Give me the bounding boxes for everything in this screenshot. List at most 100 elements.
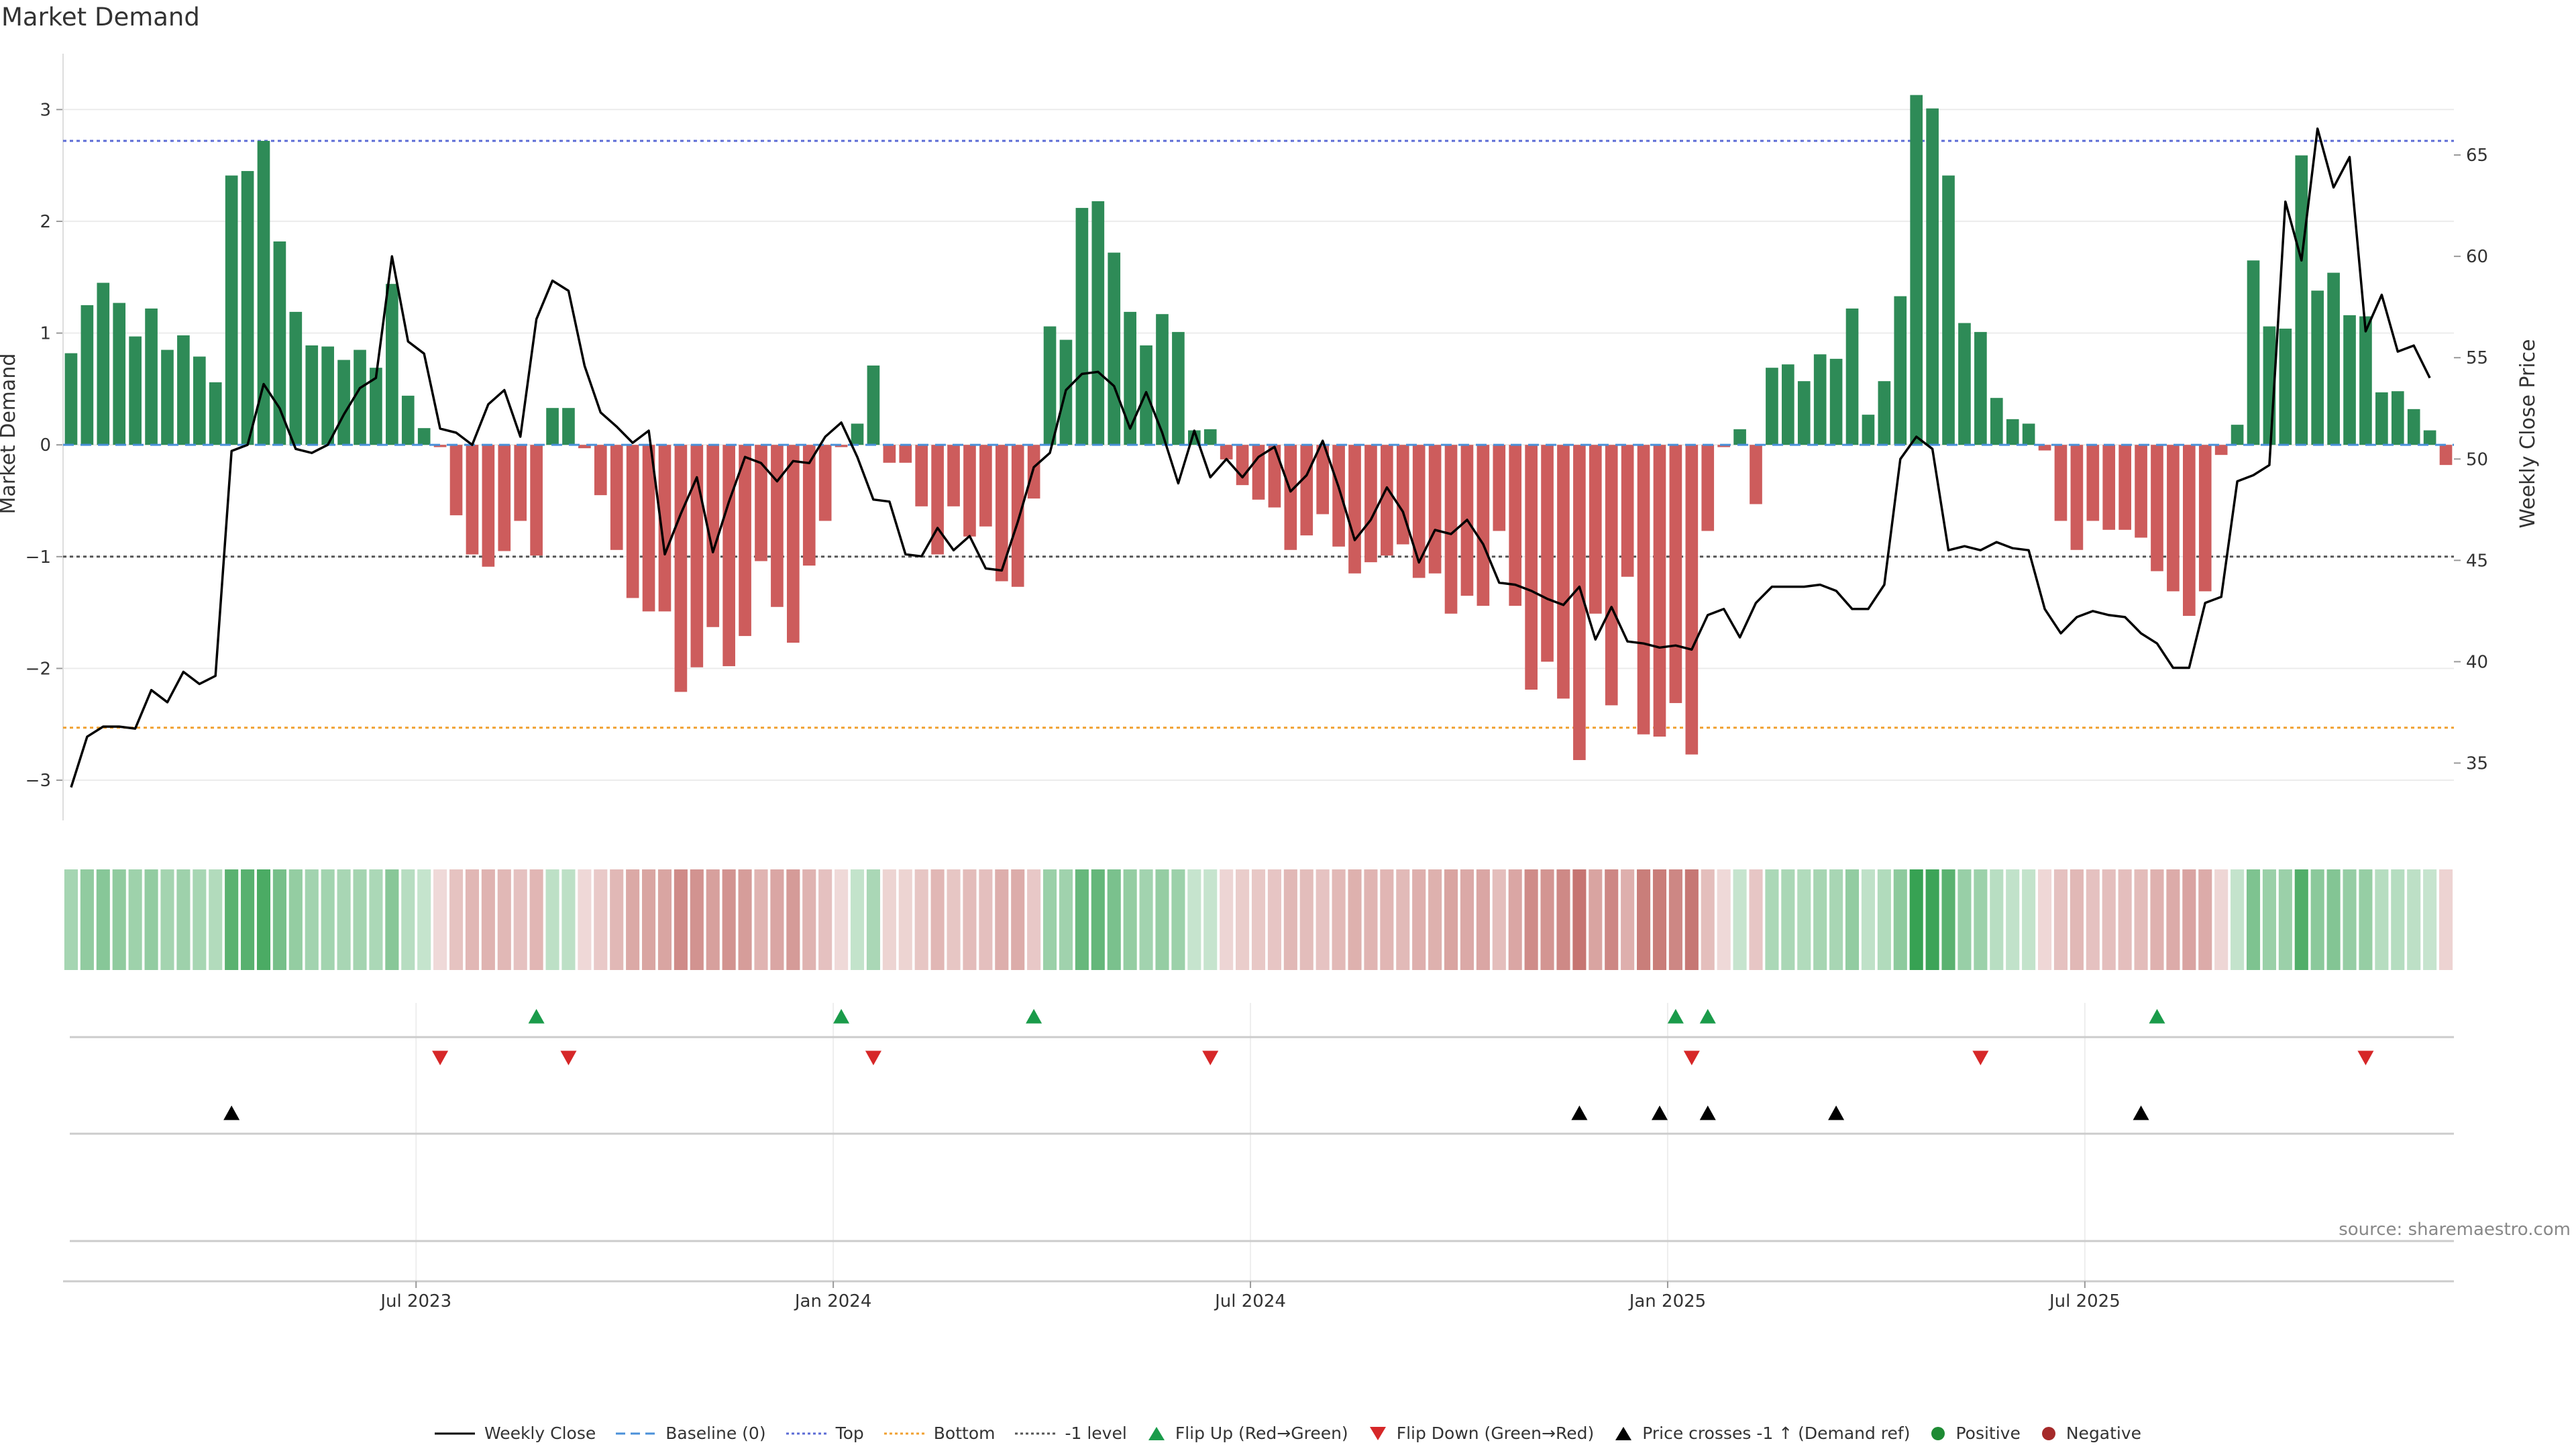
demand-bar <box>1589 445 1602 614</box>
heat-cell <box>594 869 608 970</box>
demand-bar <box>2231 425 2244 445</box>
heat-cell <box>1107 869 1121 970</box>
heat-cell <box>209 869 223 970</box>
heat-cell <box>995 869 1009 970</box>
heat-cell <box>2038 869 2052 970</box>
heat-cell <box>1556 869 1570 970</box>
heat-cell <box>2102 869 2116 970</box>
chart-title: Market Demand <box>1 3 200 32</box>
demand-bar <box>1300 445 1313 536</box>
demand-bar <box>2183 445 2196 616</box>
demand-bar <box>931 445 944 555</box>
demand-bar <box>225 175 238 445</box>
demand-bar <box>1541 445 1554 662</box>
demand-bar <box>739 445 751 637</box>
legend-item-flip-down: Flip Down (Green→Red) <box>1368 1424 1594 1443</box>
heat-cell <box>481 869 495 970</box>
demand-bar <box>1605 445 1618 706</box>
price-cross-marker <box>1651 1106 1668 1120</box>
demand-bar <box>514 445 527 521</box>
heat-cell <box>1797 869 1811 970</box>
heat-cell <box>866 869 880 970</box>
y2-tick-label: 50 <box>2466 449 2488 470</box>
demand-bar <box>2407 409 2420 445</box>
legend-item-top: Top <box>786 1424 864 1443</box>
legend-label: Flip Up (Red→Green) <box>1175 1424 1348 1443</box>
demand-bar <box>2359 316 2372 445</box>
demand-bar <box>2423 430 2436 445</box>
demand-bar <box>1428 445 1442 574</box>
y2-axis-label: Weekly Close Price <box>2516 339 2540 528</box>
demand-bar <box>1894 296 1907 445</box>
heat-cell <box>1155 869 1169 970</box>
heat-cell <box>241 869 255 970</box>
demand-bar <box>449 445 463 516</box>
heat-cell <box>193 869 207 970</box>
demand-bar <box>1509 445 1522 606</box>
demand-bar <box>1043 326 1057 445</box>
source-note: source: sharemaestro.com <box>2339 1220 2571 1240</box>
heat-cell <box>770 869 784 970</box>
heat-cell <box>1668 869 1682 970</box>
heat-cell <box>1139 869 1153 970</box>
heat-cell <box>1605 869 1619 970</box>
demand-bar <box>1027 445 1040 499</box>
demand-bar <box>1316 445 1330 515</box>
demand-bar <box>1268 445 1281 508</box>
demand-bar <box>1717 445 1730 447</box>
heat-cell <box>529 869 543 970</box>
demand-bar <box>1878 381 1891 445</box>
heat-cell <box>2246 869 2261 970</box>
heat-cell <box>2166 869 2180 970</box>
heat-cell <box>1203 869 1218 970</box>
heat-cell <box>1283 869 1297 970</box>
heat-cell <box>2150 869 2164 970</box>
heat-cell <box>979 869 993 970</box>
demand-bar <box>771 445 784 607</box>
demand-bar <box>674 445 688 692</box>
heat-cell <box>1396 869 1410 970</box>
demand-bar <box>482 445 495 567</box>
demand-bar <box>1557 445 1570 699</box>
heat-cell <box>914 869 928 970</box>
demand-bar <box>626 445 639 598</box>
demand-bar <box>2439 445 2453 466</box>
demand-bar <box>706 445 720 627</box>
demand-bar <box>546 408 559 445</box>
legend-item-minus1: -1 level <box>1015 1424 1127 1443</box>
heat-cell <box>1123 869 1137 970</box>
demand-bar <box>594 445 607 496</box>
heat-cell <box>1299 869 1313 970</box>
heat-cell <box>561 869 576 970</box>
heat-cell <box>401 869 415 970</box>
price-cross-marker <box>2133 1106 2149 1120</box>
demand-bar <box>1220 445 1233 460</box>
heat-cell <box>2070 869 2084 970</box>
flip-down-marker <box>2357 1051 2374 1065</box>
heat-cell <box>2022 869 2036 970</box>
heat-cell <box>610 869 624 970</box>
legend-label: Top <box>835 1424 864 1443</box>
demand-bar <box>273 241 286 445</box>
heat-cell <box>2375 869 2389 970</box>
heat-cell <box>305 869 319 970</box>
heat-cell <box>882 869 896 970</box>
demand-bar <box>1766 368 1778 445</box>
heat-cell <box>64 869 78 970</box>
demand-bar <box>867 365 880 445</box>
flip-down-marker <box>865 1051 881 1065</box>
heat-cell <box>1267 869 1281 970</box>
demand-bar <box>642 445 655 612</box>
heat-cell <box>1572 869 1587 970</box>
demand-bar <box>129 336 142 445</box>
heat-cell <box>2407 869 2421 970</box>
flip-down-marker <box>432 1051 449 1065</box>
heat-cell <box>225 869 239 970</box>
heat-cell <box>642 869 656 970</box>
demand-bar <box>1637 445 1650 735</box>
heat-cell <box>1845 869 1860 970</box>
heat-cell <box>1236 869 1250 970</box>
demand-bar <box>658 445 672 612</box>
heat-cell <box>417 869 431 970</box>
